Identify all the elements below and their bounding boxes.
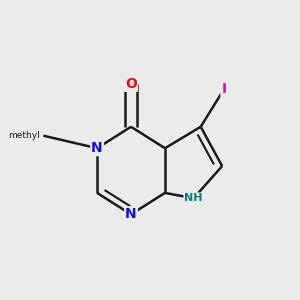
- Text: NH: NH: [184, 193, 203, 203]
- Text: I: I: [221, 82, 226, 96]
- Text: N: N: [91, 141, 103, 155]
- Text: N: N: [125, 207, 137, 221]
- Text: methyl: methyl: [8, 131, 40, 140]
- Text: O: O: [125, 77, 137, 91]
